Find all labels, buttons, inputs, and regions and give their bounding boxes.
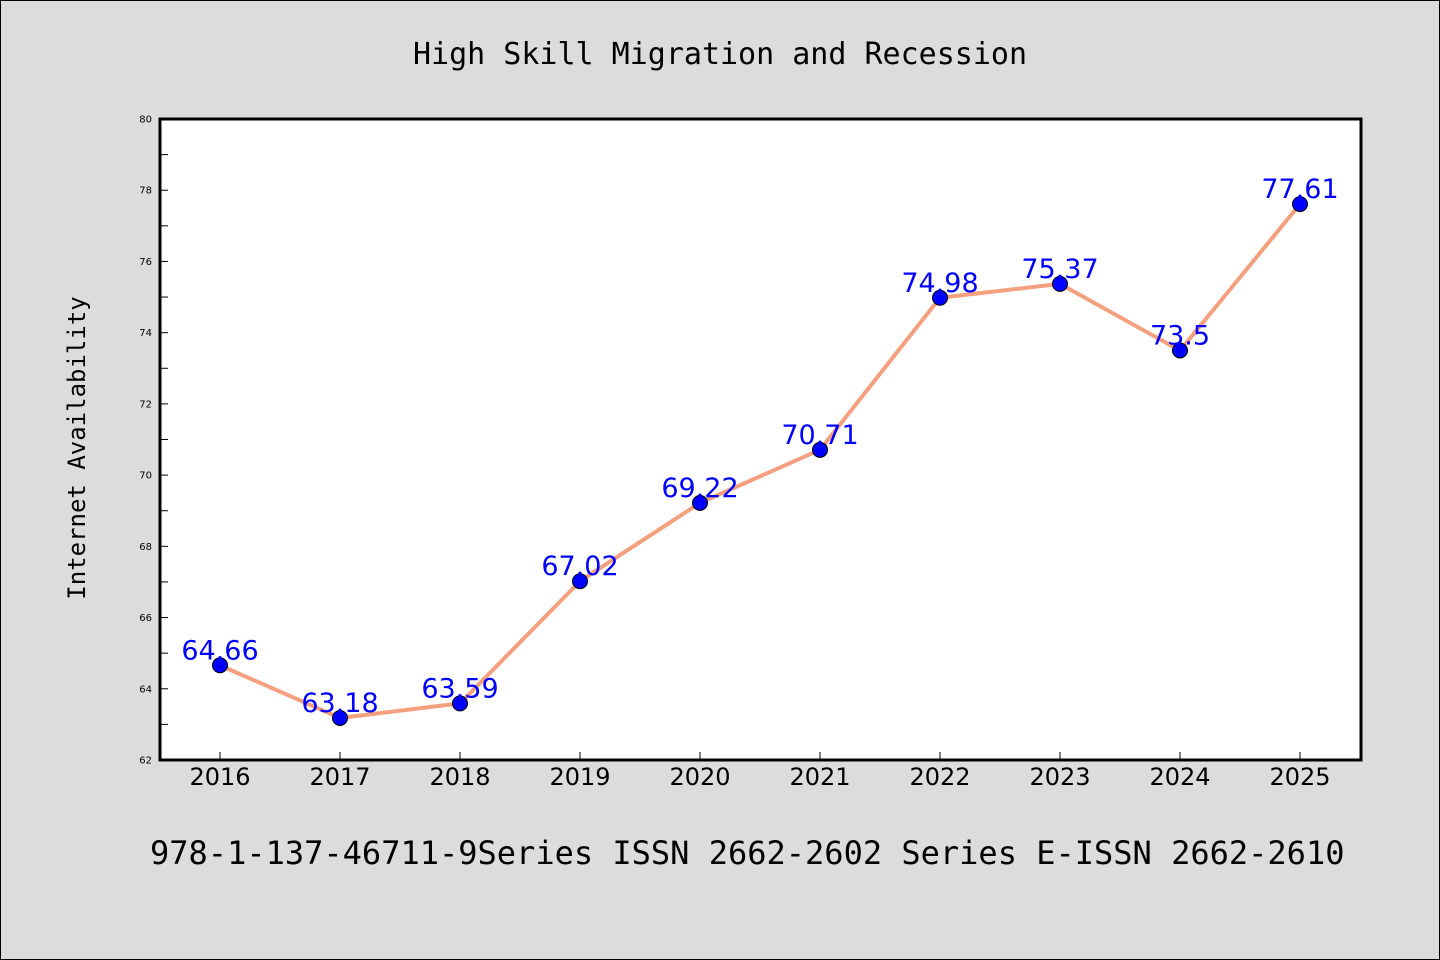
data-value-label: 73.5 [1150,320,1210,351]
series-line [218,202,1302,720]
y-tick-label: 74 [139,328,152,339]
footer-isbn-text: 978-1-137-46711-9Series ISSN 2662-2602 S… [150,834,1344,872]
y-axis-label: Internet Availability [63,296,91,599]
data-point-marker [332,709,348,726]
data-value-label: 69.22 [661,473,738,504]
x-tick-label: 2018 [429,763,490,791]
x-axis: 2016 2017 2018 2019 2020 2021 2022 2023 2024 2025 [189,752,1331,791]
data-point-marker [212,657,228,674]
data-value-label: 63.18 [301,688,378,719]
y-tick-label: 68 [139,542,152,553]
x-tick-label: 2025 [1269,763,1330,791]
y-tick-label: 62 [139,756,152,767]
y-tick-label: 70 [139,471,152,482]
y-tick-label: 66 [139,613,152,624]
data-value-label: 74.98 [901,268,978,299]
x-tick-label: 2022 [909,763,970,791]
data-point-marker [572,573,588,590]
data-value-label: 70.71 [781,420,858,451]
data-value-label: 63.59 [421,673,498,704]
plot-border [158,117,1363,762]
data-labels: 64.66 63.18 63.59 67.02 69.22 70.71 74.98 75.37… [181,174,1338,719]
data-point-marker [692,494,708,511]
data-point-marker [1052,275,1068,292]
y-tick-label: 72 [139,399,152,410]
data-value-label: 64.66 [181,635,258,666]
y-tick-label: 76 [139,257,152,268]
data-point-marker [1172,342,1188,359]
plot-area [160,119,1361,760]
x-tick-label: 2017 [309,763,370,791]
y-tick-label: 78 [139,186,152,197]
x-tick-label: 2020 [669,763,730,791]
data-point-marker [452,695,468,712]
data-value-label: 75.37 [1021,254,1098,285]
chart-title: High Skill Migration and Recession [413,37,1027,72]
x-tick-label: 2024 [1149,763,1210,791]
x-tick-label: 2019 [549,763,610,791]
series-line-group [212,196,1308,726]
data-point-marker [932,289,948,306]
data-point-marker [812,441,828,458]
x-tick-label: 2021 [789,763,850,791]
data-point-marker [1292,196,1308,213]
x-tick-label: 2016 [189,763,250,791]
y-tick-label: 64 [139,684,152,695]
x-tick-label: 2023 [1029,763,1090,791]
data-value-label: 77.61 [1261,174,1338,205]
y-tick-label: 80 [139,115,152,126]
data-value-label: 67.02 [541,551,618,582]
